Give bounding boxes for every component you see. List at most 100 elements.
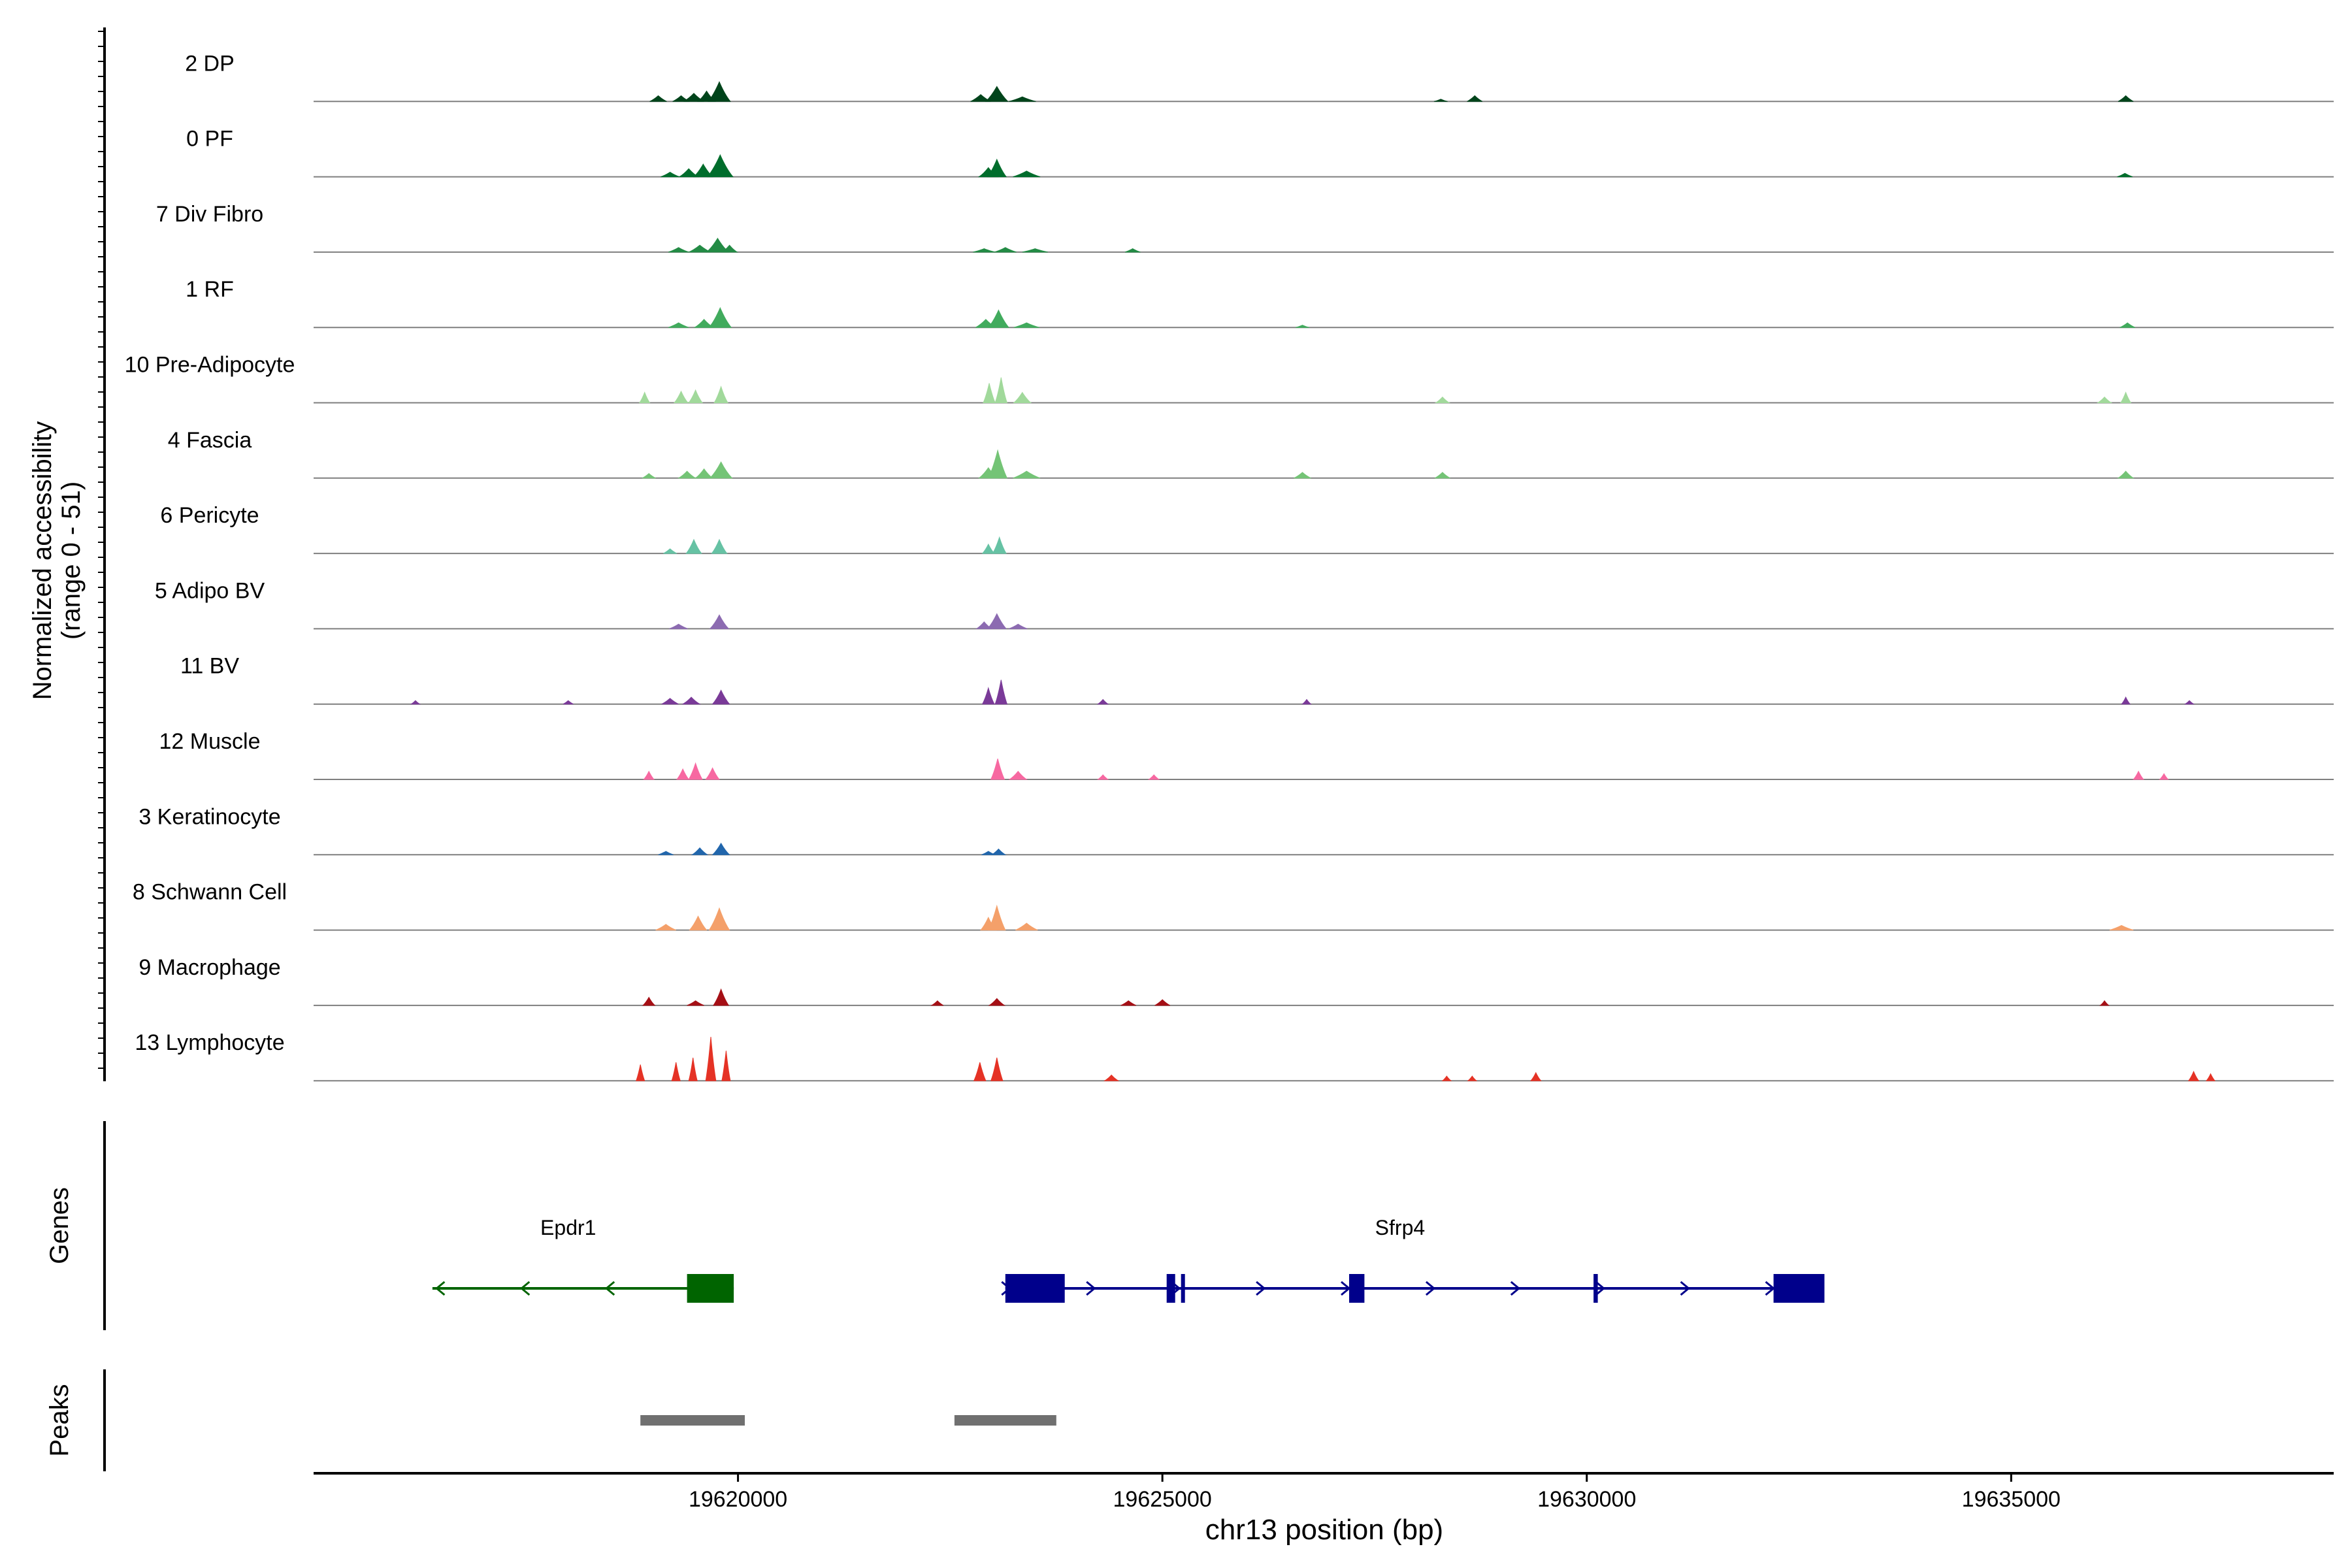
coverage-peak: [2132, 770, 2145, 780]
coverage-peak: [643, 770, 655, 780]
coverage-peak: [676, 768, 690, 780]
gene-exon: [1005, 1274, 1065, 1303]
track-2: 0 PF: [186, 127, 2334, 178]
coverage-peak: [1441, 1075, 1452, 1081]
track-6: 4 Fascia: [168, 428, 2334, 479]
genes-panel-label: Genes: [45, 1187, 74, 1264]
coverage-peak: [1103, 1074, 1120, 1081]
track-14: 13 Lymphocyte: [135, 1030, 2334, 1082]
coverage-peak: [709, 614, 730, 629]
coverage-peak: [990, 1057, 1004, 1081]
y-axis-label-line1: Normalized accessibility: [28, 421, 57, 700]
track-label: 8 Schwann Cell: [133, 880, 287, 905]
coverage-peak: [668, 322, 689, 328]
strand-arrow: [519, 1281, 531, 1296]
strand-arrow: [1086, 1281, 1096, 1296]
coverage-peak: [671, 1062, 681, 1081]
gene-sfrp4: Sfrp4: [1001, 1216, 1825, 1303]
track-label: 0 PF: [186, 127, 233, 152]
strand-arrow: [435, 1281, 446, 1296]
genes-panel: Genes Epdr1 Sfrp4: [45, 1121, 1825, 1330]
coverage-peak: [1147, 774, 1160, 780]
coverage-peak: [990, 848, 1007, 855]
coverage-peak: [685, 538, 702, 554]
coverage-peak: [713, 385, 728, 403]
coverage-peak: [988, 998, 1006, 1006]
coverage-peak: [2119, 322, 2136, 328]
coverage-peak: [708, 81, 731, 102]
track-label: 9 Macrophage: [139, 955, 280, 980]
coverage-peak: [708, 306, 732, 328]
gene-exon: [1349, 1274, 1365, 1303]
track-3: 7 Div Fibro: [156, 202, 2334, 253]
coverage-peak: [669, 623, 689, 629]
coverage-peak: [1008, 623, 1028, 629]
track-9: 11 BV: [180, 654, 2334, 705]
coverage-peak: [1096, 698, 1109, 705]
gene-label: Epdr1: [540, 1216, 596, 1239]
coverage-peak: [563, 700, 574, 705]
coverage-peak: [987, 904, 1006, 931]
track-13: 9 Macrophage: [139, 955, 2334, 1006]
coverage-peak: [674, 390, 689, 403]
x-axis: chr13 position (bp) 19620000 19625000 1963…: [314, 1472, 2334, 1546]
peak-region: [954, 1415, 1056, 1426]
coverage-peak: [973, 1062, 987, 1081]
track-4: 1 RF: [186, 277, 2334, 329]
gene-exon: [687, 1274, 734, 1303]
track-label: 1 RF: [186, 277, 234, 302]
coverage-peak: [677, 470, 697, 479]
track-1: 2 DP: [185, 51, 2334, 103]
coverage-peak: [709, 461, 733, 479]
gene-exon: [1773, 1274, 1825, 1303]
coverage-peak: [987, 158, 1007, 178]
coverage-peak: [721, 244, 739, 253]
coverage-peak: [988, 449, 1008, 479]
coverage-peak: [985, 86, 1009, 102]
gene-exon: [1593, 1274, 1598, 1303]
coverage-peak: [2117, 470, 2135, 479]
track-label: 7 Div Fibro: [156, 202, 263, 227]
track-label: 5 Adipo BV: [155, 578, 265, 603]
x-axis-label: chr13 position (bp): [1205, 1514, 1443, 1546]
coverage-peak: [688, 389, 704, 403]
coverage-peak: [1008, 770, 1028, 780]
y-axis-label-line2: (range 0 - 51): [57, 482, 86, 640]
coverage-peak: [705, 1037, 717, 1081]
coverage-peak: [1294, 472, 1311, 479]
coverage-peak: [711, 689, 730, 705]
peak-region: [640, 1415, 745, 1426]
coverage-peak: [635, 1064, 645, 1081]
track-label: 4 Fascia: [168, 428, 252, 453]
coverage-peak: [994, 247, 1017, 253]
coverage-peak: [2119, 391, 2132, 403]
coverage-peak: [661, 698, 679, 705]
coverage-peak: [712, 988, 730, 1006]
y-axis-label: Normalized accessibility (range 0 - 51): [28, 421, 86, 700]
coverage-peak: [1434, 472, 1450, 479]
coverage-peak: [983, 383, 996, 403]
y-axis: [98, 27, 106, 1081]
track-11: 3 Keratinocyte: [139, 804, 2334, 856]
coverage-peak: [694, 468, 714, 479]
coverage-peak: [973, 248, 996, 253]
strand-arrow: [604, 1281, 615, 1296]
track-label: 13 Lymphocyte: [135, 1030, 284, 1055]
coverage-peak: [721, 1051, 731, 1081]
coverage-peak: [2096, 396, 2113, 403]
coverage-peak: [649, 95, 667, 102]
track-10: 12 Muscle: [159, 729, 2334, 780]
coverage-peak: [990, 759, 1005, 780]
coverage-peak: [1096, 774, 1109, 780]
coverage-peak: [655, 924, 676, 931]
track-label: 3 Keratinocyte: [139, 804, 280, 829]
coverage-peak: [994, 377, 1008, 403]
coverage-peak: [1022, 248, 1048, 253]
track-12: 8 Schwann Cell: [133, 880, 2334, 931]
strand-arrow: [1510, 1281, 1521, 1296]
x-tick-label: 19635000: [1962, 1487, 2061, 1512]
coverage-peak: [687, 1000, 704, 1006]
coverage-peak: [2205, 1073, 2216, 1081]
coverage-peak: [1467, 95, 1483, 102]
coverage-peak: [711, 538, 728, 554]
